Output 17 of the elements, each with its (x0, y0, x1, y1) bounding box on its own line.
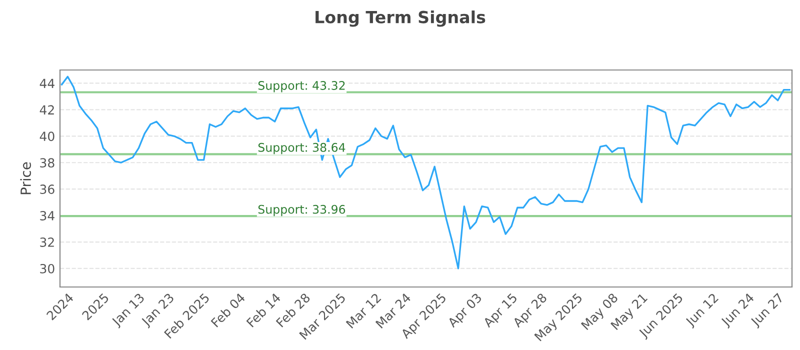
y-tick-label: 36 (40, 184, 54, 194)
ref-line-label: Support: 33.96 (258, 204, 346, 216)
ref-line-label: Support: 38.64 (258, 142, 346, 154)
y-tick-label: 38 (40, 158, 54, 168)
chart-title: Long Term Signals (316, 10, 486, 27)
y-tick-label: 44 (40, 78, 54, 88)
ref-line-label: Support: 43.32 (258, 81, 345, 92)
y-tick-label: 34 (40, 211, 54, 220)
y-axis-title: Price (20, 162, 31, 194)
y-tick-label: 32 (40, 237, 54, 247)
y-tick-label: 40 (40, 132, 54, 142)
y-tick-label: 42 (40, 105, 54, 114)
x-tick-label: Apr 03 (446, 292, 484, 330)
x-tick-label: Feb 04 (210, 292, 246, 328)
x-tick-label: Jun 12 (684, 292, 720, 329)
y-tick-label: 30 (40, 264, 54, 274)
line-series (60, 76, 790, 270)
